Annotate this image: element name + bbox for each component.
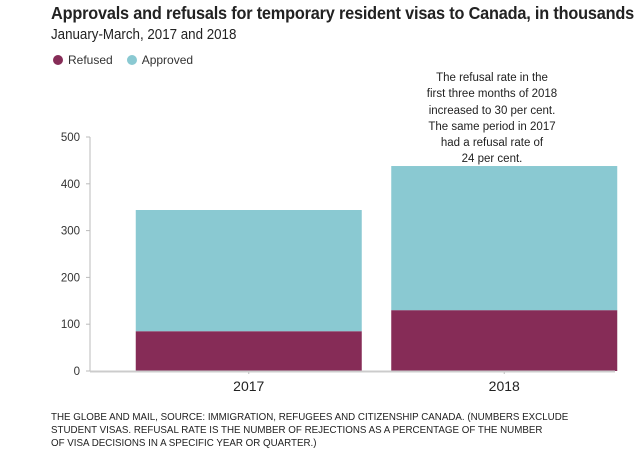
annotation-line: The refusal rate in the: [436, 72, 548, 84]
footnote-line: THE GLOBE AND MAIL, SOURCE: IMMIGRATION,…: [51, 411, 569, 423]
legend-label-refused: Refused: [68, 53, 113, 67]
chart-title: Approvals and refusals for temporary res…: [51, 3, 634, 23]
bar-approved-2017: [135, 210, 362, 332]
footnote-line: OF VISA DECISIONS IN A SPECIFIC YEAR OR …: [51, 437, 317, 449]
legend-swatch-approved: [126, 55, 137, 65]
bar-refused-2017: [135, 331, 362, 371]
y-tick-label: 0: [74, 366, 80, 378]
y-tick-label: 400: [61, 179, 80, 191]
y-tick-label: 200: [61, 272, 80, 284]
legend-label-approved: Approved: [141, 53, 194, 67]
annotation-2018: The refusal rate in the first three mont…: [402, 70, 582, 168]
annotation-line: increased to 30 per cent.: [428, 104, 556, 117]
legend-item-approved: Approved: [126, 53, 194, 67]
footnote-line: STUDENT VISAS. REFUSAL RATE IS THE NUMBE…: [51, 424, 543, 436]
footnote: THE GLOBE AND MAIL, SOURCE: IMMIGRATION,…: [51, 411, 568, 450]
legend-swatch-refused: [53, 55, 63, 65]
chart-subtitle: January-March, 2017 and 2018: [51, 27, 237, 43]
annotation-line: had a refusal rate of: [440, 137, 544, 150]
legend-item-refused: Refused: [53, 53, 113, 67]
annotation-line: first three months of 2018: [426, 88, 558, 101]
y-tick-label: 100: [61, 319, 80, 331]
annotation-line: 24 per cent.: [461, 153, 523, 166]
bar-refused-2018: [391, 310, 618, 371]
legend: Refused Approved: [53, 53, 207, 67]
bar-approved-2018: [391, 166, 618, 311]
x-tick-label: 2017: [233, 378, 264, 394]
annotation-line: The same period in 2017: [428, 120, 556, 133]
y-tick-label: 300: [61, 226, 80, 238]
y-tick-label: 500: [61, 132, 80, 144]
x-tick-label: 2018: [489, 378, 520, 394]
